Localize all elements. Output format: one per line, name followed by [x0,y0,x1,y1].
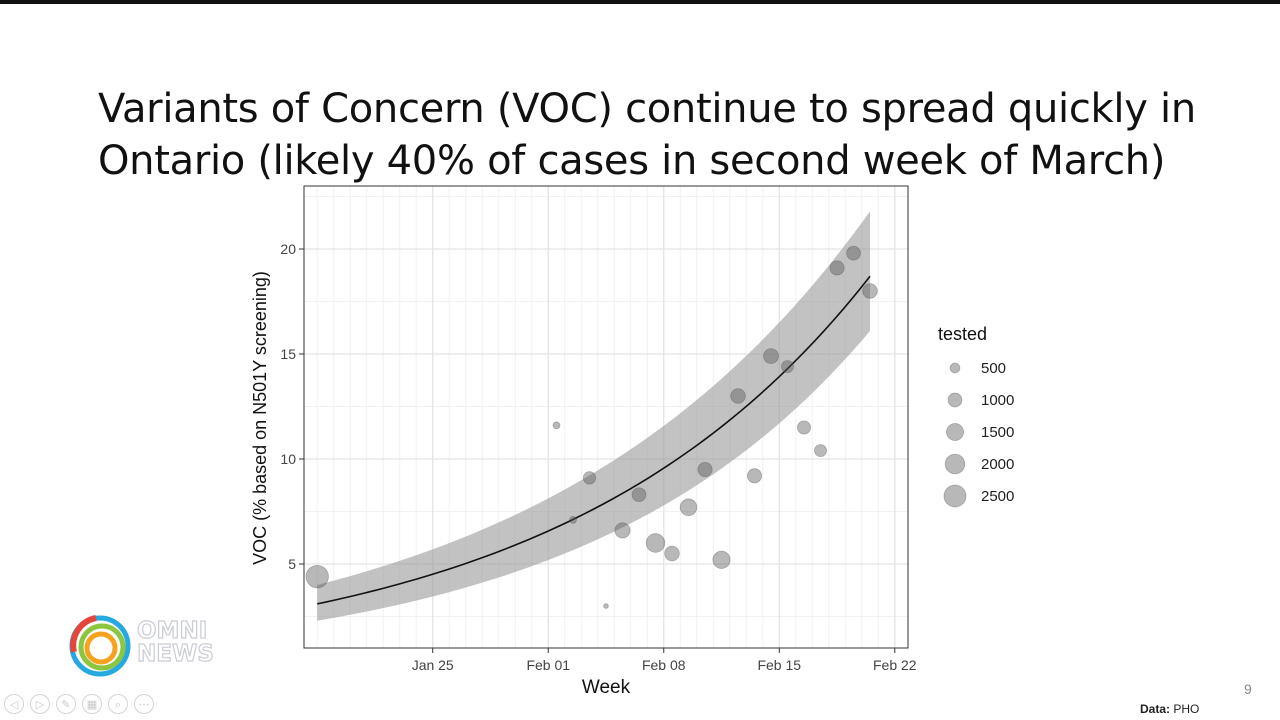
legend-size-swatch [946,423,964,441]
legend-size-swatch [944,453,966,475]
y-tick-label: 5 [288,556,296,572]
legend-title: tested [938,324,987,344]
next-slide-button[interactable]: ▷ [30,694,50,714]
logo-wordmark-news: NEWS [136,641,214,667]
data-point [697,461,713,478]
omni-logo-rings-icon [69,615,131,677]
fit-curve [317,275,871,605]
x-tick-label: Jan 25 [412,657,454,673]
legend-size-swatch [949,362,961,374]
slide-title-line1: Variants of Concern (VOC) continue to sp… [98,85,1196,132]
pen-tool-button[interactable]: ✎ [56,694,76,714]
legend-size-swatch [947,392,963,408]
data-point [846,245,861,261]
slideshow-controls: ◁ ▷ ✎ ▦ ⌕ ⋯ [4,694,154,720]
data-point [603,603,609,609]
y-axis: 5 10 15 20 [280,241,304,572]
legend-size-label: 500 [981,360,1006,377]
x-axis-label: Week [582,677,631,698]
data-source-value: PHO [1173,702,1200,716]
logo-wordmark: OMNI NEWS [136,618,214,667]
data-point [569,516,577,524]
slide-title: Variants of Concern (VOC) continue to sp… [98,83,1218,187]
plot-panel-border [303,185,909,649]
data-point [664,545,680,562]
window-top-bar [0,0,1280,4]
x-axis: Jan 25 Feb 01 Feb 08 Feb 15 Feb 22 [412,648,917,673]
legend-size-label: 1000 [981,392,1014,409]
data-point [862,283,878,299]
zoom-button[interactable]: ⌕ [108,694,128,714]
x-tick-label: Feb 01 [526,657,570,673]
slide-page-number: 9 [1244,681,1252,697]
slide-title-line2: Ontario (likely 40% of cases in second w… [98,137,1166,184]
y-tick-label: 15 [280,346,296,362]
x-tick-label: Feb 22 [873,657,917,673]
confidence-ribbon [317,211,871,621]
data-point [829,260,845,276]
data-point [730,388,746,404]
data-point [614,522,631,539]
data-point [645,533,666,553]
data-point [781,360,794,374]
data-point [712,550,731,569]
previous-slide-button[interactable]: ◁ [4,694,24,714]
data-point [679,498,698,517]
x-tick-label: Feb 15 [757,657,801,673]
more-options-button[interactable]: ⋯ [134,694,154,714]
data-point [814,444,827,458]
legend-size-swatch [943,484,967,508]
legend: tested 500 1000 1500 2000 2500 [938,324,1014,508]
x-tick-label: Feb 08 [642,657,686,673]
data-points [305,245,878,609]
omni-news-logo [69,615,131,677]
data-point [746,468,763,484]
logo-wordmark-omni: OMNI [136,618,208,644]
data-point [582,471,597,485]
data-source-label: Data: [1140,702,1171,716]
data-point [552,421,561,430]
data-point [763,348,779,364]
data-point [305,564,329,589]
legend-size-label: 2500 [981,488,1014,505]
grid-minor-lines [304,186,908,648]
y-tick-label: 20 [280,241,296,257]
legend-size-label: 2000 [981,456,1014,473]
y-axis-label: VOC (% based on N501Y screening) [250,271,270,565]
legend-size-label: 1500 [981,424,1014,441]
data-point [631,487,647,503]
y-tick-label: 10 [280,451,296,467]
data-point [797,420,812,435]
data-source: Data: PHO [1140,702,1199,716]
slides-grid-button[interactable]: ▦ [82,694,102,714]
